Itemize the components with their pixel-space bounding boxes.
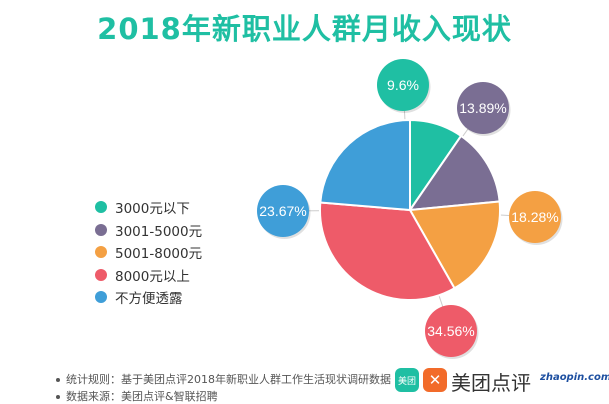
legend-item: 不方便透露 xyxy=(95,286,202,309)
legend-label: 3001-5000元 xyxy=(115,223,203,240)
dianping-logo-icon: ✕ xyxy=(423,368,447,392)
data-label: 34.56% xyxy=(427,323,474,339)
pie-slice-3 xyxy=(408,200,501,290)
legend: 3000元以下 3001-5000元 5001-8000元 8000元以上 不方便透露 xyxy=(95,196,202,309)
legend-swatch xyxy=(95,268,107,281)
legend-swatch xyxy=(95,223,107,236)
data-label-bubble xyxy=(509,191,561,243)
data-label: 13.89% xyxy=(459,100,506,116)
pie-slice-2 xyxy=(407,134,501,212)
legend-label: 8000元以上 xyxy=(115,268,190,285)
legend-label: 不方便透露 xyxy=(115,291,183,308)
footer-note-2-text: 数据来源：美团点评&智联招聘 xyxy=(66,390,218,403)
legend-swatch xyxy=(95,246,107,259)
zhaopin-logo: zhaopin.com xyxy=(540,372,609,383)
data-label-bubble xyxy=(425,305,477,357)
data-label-bubble xyxy=(257,185,309,237)
legend-swatch xyxy=(95,291,107,304)
pie-slice-4 xyxy=(319,201,456,301)
legend-item: 8000元以上 xyxy=(95,264,202,287)
legend-item: 3000元以下 xyxy=(95,196,202,219)
footer-note-1: 统计规则：基于美团点评2018年新职业人群工作生活现状调研数据 xyxy=(56,371,391,387)
legend-item: 5001-8000元 xyxy=(95,241,202,264)
footer-note-2: 数据来源：美团点评&智联招聘 xyxy=(56,388,218,404)
legend-label: 5001-8000元 xyxy=(115,246,203,263)
meituan-logo: 美团 xyxy=(395,368,419,392)
data-label-bubble xyxy=(377,59,429,111)
data-label: 18.28% xyxy=(511,209,558,225)
legend-label: 3000元以下 xyxy=(115,201,190,218)
data-label: 23.67% xyxy=(259,203,306,219)
chart-title: 2018年新职业人群月收入现状 xyxy=(97,12,512,46)
legend-swatch xyxy=(95,201,107,214)
data-label: 9.6% xyxy=(387,77,419,93)
dianping-logo-text: 美团点评 xyxy=(451,371,531,395)
pie-slice-5 xyxy=(319,118,411,212)
footer-note-1-text: 统计规则：基于美团点评2018年新职业人群工作生活现状调研数据 xyxy=(66,373,391,386)
data-label-bubble xyxy=(457,82,509,134)
legend-item: 3001-5000元 xyxy=(95,219,202,242)
